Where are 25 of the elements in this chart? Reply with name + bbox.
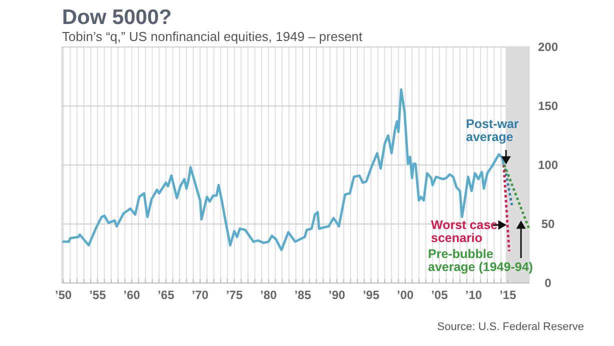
series-label: Worst case scenario	[431, 218, 498, 245]
series-label: Pre-bubble average (1949-94)	[428, 247, 533, 274]
x-tick-label: ’95	[362, 288, 380, 302]
y-tick-label: 150	[538, 99, 558, 113]
x-tick-label: ’10	[465, 288, 482, 302]
x-tick-label: ’75	[226, 288, 243, 302]
x-tick-label: ’60	[123, 288, 140, 302]
chart-title: Dow 5000?	[62, 6, 172, 29]
x-tick-label: ’90	[328, 288, 346, 302]
x-tick-label: ’70	[192, 288, 209, 302]
x-tick-label: ’15	[499, 288, 516, 302]
y-tick-label: 200	[538, 40, 558, 54]
y-tick-label: 50	[541, 217, 555, 231]
x-tick-label: ’65	[158, 288, 175, 302]
text: Post-war average	[466, 117, 519, 144]
x-tick-label: ’00	[396, 288, 414, 302]
x-tick-label: ’85	[294, 288, 312, 302]
x-tick-label: ’05	[431, 288, 448, 302]
source-note: Source: U.S. Federal Reserve	[437, 321, 584, 333]
x-tick-label: ’50	[55, 288, 72, 302]
y-tick-label: 0	[544, 276, 552, 290]
x-tick-label: ’80	[260, 288, 278, 302]
y-tick-label: 100	[538, 158, 558, 172]
x-tick-label: ’55	[89, 288, 106, 302]
chart-subtitle: Tobin’s “q,” US nonfinancial equities, 1949 – present	[62, 29, 363, 44]
